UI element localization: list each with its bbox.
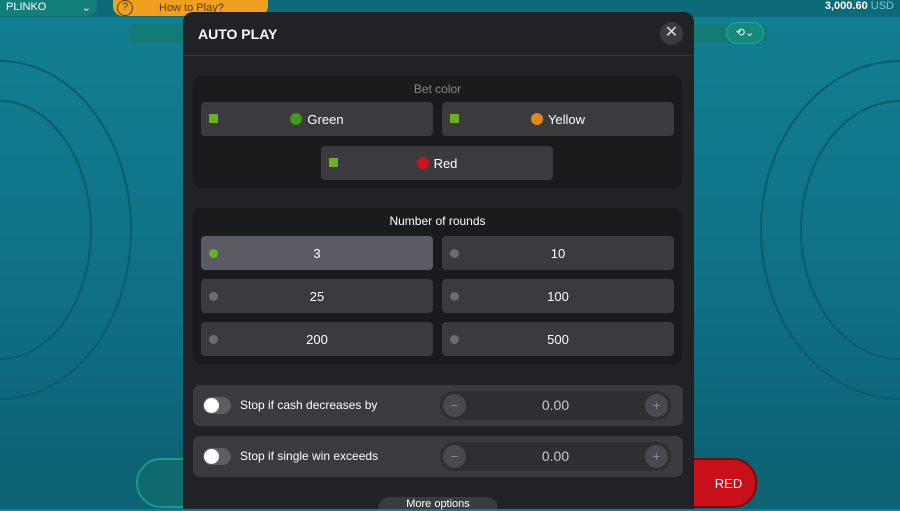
red-dot-icon: [416, 157, 429, 169]
option-label: Red: [433, 155, 458, 171]
game-selector[interactable]: PLINKO ⌄: [0, 0, 97, 16]
radio[interactable]: [450, 292, 459, 301]
bet-color-title: Bet color: [413, 82, 462, 96]
history-button[interactable]: ⟲⌄: [726, 22, 764, 44]
balance: 3,000.60 USD: [825, 0, 894, 12]
stepper-value[interactable]: 0.00: [541, 448, 570, 464]
radio[interactable]: [450, 249, 459, 258]
radio[interactable]: [209, 249, 218, 258]
chevron-down-icon: ⌄: [81, 2, 91, 14]
auto-play-modal: AUTO PLAY ✕ Bet color Green Yellow Red N…: [183, 12, 694, 510]
round-value: 3: [313, 245, 321, 261]
round-value: 10: [550, 245, 566, 261]
minus-icon[interactable]: −: [443, 394, 466, 417]
single-win-stepper[interactable]: − 0.00 +: [440, 442, 671, 471]
round-option[interactable]: 100: [442, 279, 674, 313]
option-label: Yellow: [547, 111, 586, 127]
rounds-panel: Number of rounds 3 10 25 100 200 500: [193, 208, 682, 364]
stop-cash-decrease-row: Stop if cash decreases by − 0.00 +: [193, 385, 683, 426]
radio[interactable]: [209, 335, 218, 344]
bet-color-red[interactable]: Red: [321, 146, 553, 180]
option-label: Green: [307, 111, 344, 127]
stop-label: Stop if cash decreases by: [240, 398, 378, 412]
round-option[interactable]: 10: [442, 236, 674, 270]
more-options-button[interactable]: More options: [378, 497, 498, 510]
minus-icon[interactable]: −: [443, 445, 466, 468]
red-label: RED: [714, 475, 743, 491]
stepper-value[interactable]: 0.00: [541, 397, 570, 413]
checkbox[interactable]: [329, 158, 338, 167]
round-value: 100: [547, 288, 569, 304]
green-dot-icon: [290, 113, 303, 125]
round-option[interactable]: 500: [442, 322, 674, 356]
round-option[interactable]: 25: [201, 279, 433, 313]
round-option[interactable]: 200: [201, 322, 433, 356]
stop-cash-decrease-toggle[interactable]: [203, 397, 231, 414]
round-option[interactable]: 3: [201, 236, 433, 270]
round-value: 500: [547, 331, 569, 347]
round-value: 200: [306, 331, 328, 347]
bet-color-panel: Bet color Green Yellow Red: [193, 76, 682, 188]
modal-title: AUTO PLAY: [183, 12, 694, 56]
currency: USD: [870, 0, 894, 12]
help-icon: ?: [117, 0, 133, 16]
game-name: PLINKO: [6, 1, 47, 13]
stop-single-win-toggle[interactable]: [203, 448, 231, 465]
balance-value: 3,000.60: [824, 0, 868, 12]
how-to-play-label: How to Play?: [159, 2, 224, 14]
plus-icon[interactable]: +: [645, 394, 668, 417]
radio[interactable]: [209, 292, 218, 301]
yellow-dot-icon: [530, 113, 543, 125]
plus-icon[interactable]: +: [645, 445, 668, 468]
stop-label: Stop if single win exceeds: [240, 449, 379, 463]
cash-decrease-stepper[interactable]: − 0.00 +: [440, 391, 671, 420]
rounds-title: Number of rounds: [389, 214, 486, 228]
round-value: 25: [309, 288, 325, 304]
close-icon[interactable]: ✕: [660, 22, 683, 45]
radio[interactable]: [450, 335, 459, 344]
checkbox[interactable]: [209, 114, 218, 123]
history-icon: ⟲⌄: [735, 27, 755, 39]
bet-color-yellow[interactable]: Yellow: [442, 102, 674, 136]
checkbox[interactable]: [450, 114, 459, 123]
stop-single-win-row: Stop if single win exceeds − 0.00 +: [193, 436, 683, 477]
bet-color-green[interactable]: Green: [201, 102, 433, 136]
